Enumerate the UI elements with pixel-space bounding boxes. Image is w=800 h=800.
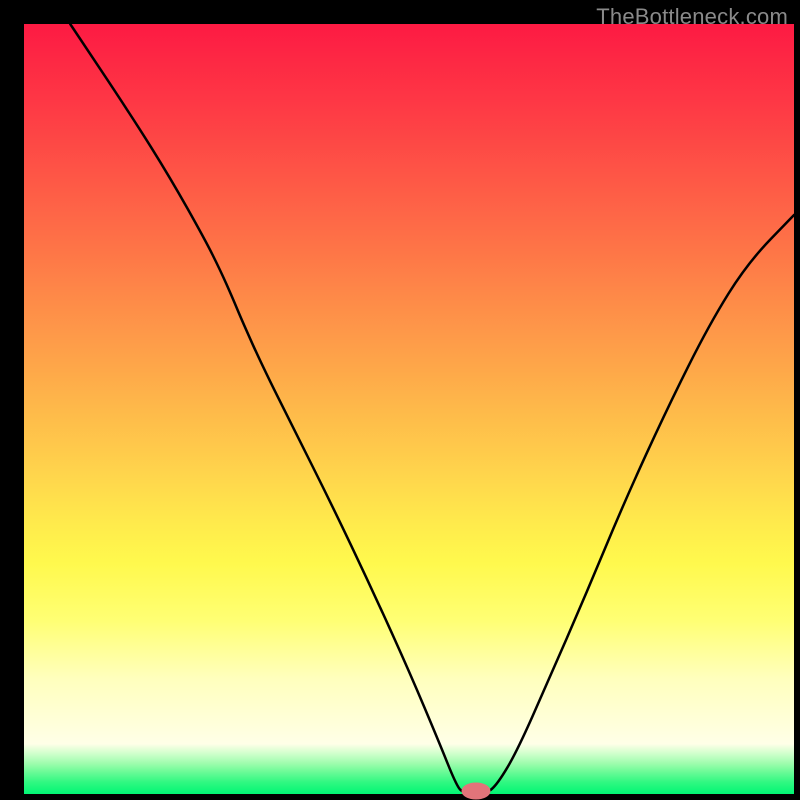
chart-container: TheBottleneck.com — [0, 0, 800, 800]
bottleneck-chart — [0, 0, 800, 800]
optimal-marker — [462, 783, 490, 799]
